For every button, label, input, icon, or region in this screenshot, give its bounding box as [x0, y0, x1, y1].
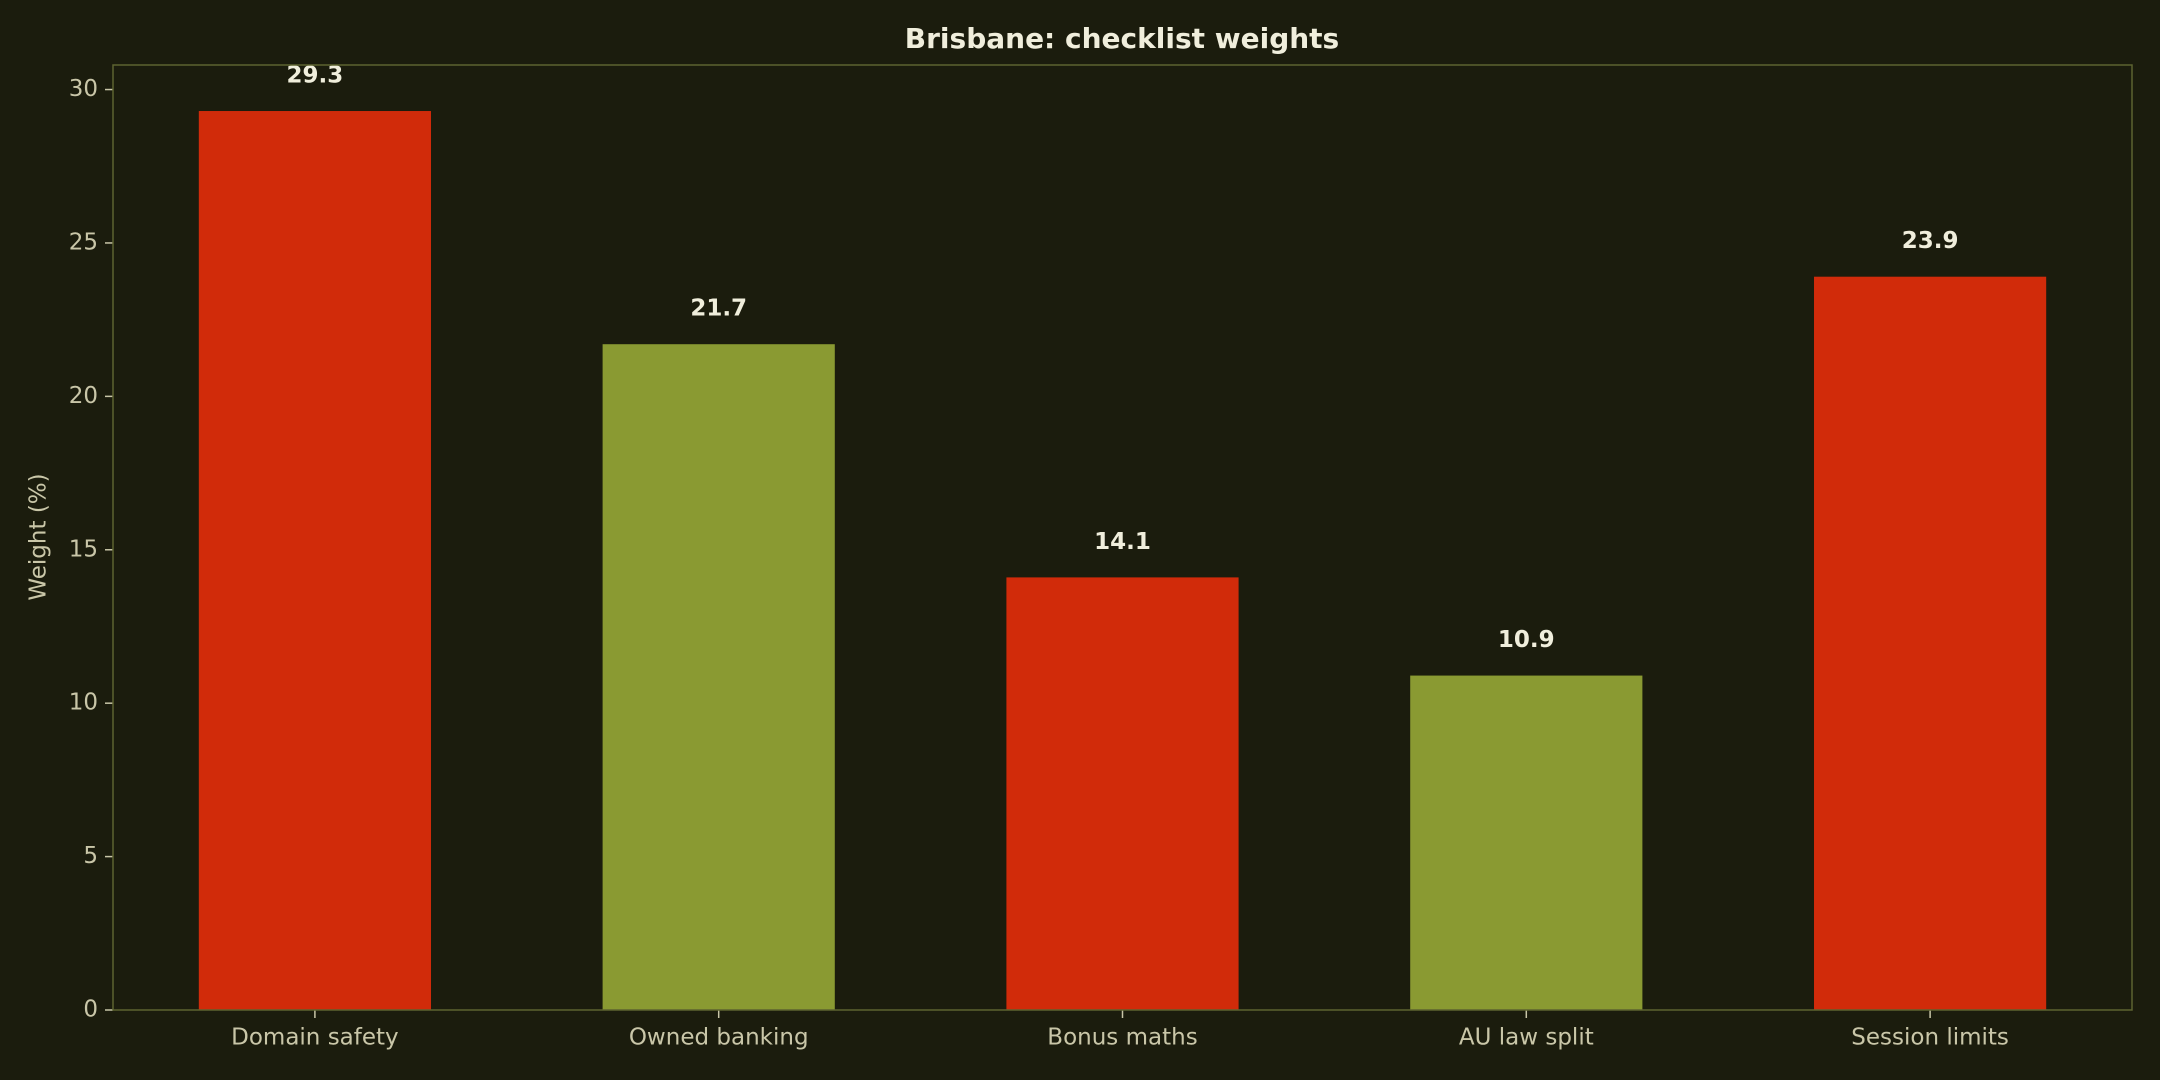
x-tick-label: Domain safety	[231, 1025, 399, 1051]
value-label: 14.1	[1094, 529, 1151, 555]
value-label: 10.9	[1498, 627, 1555, 653]
y-tick-label: 5	[83, 843, 98, 869]
value-label: 29.3	[287, 63, 344, 89]
bar	[602, 344, 835, 1010]
y-tick-label: 15	[69, 536, 98, 562]
value-label: 21.7	[690, 296, 747, 322]
y-tick-label: 25	[69, 229, 98, 255]
x-tick-label: Owned banking	[629, 1025, 809, 1051]
chart-title: Brisbane: checklist weights	[905, 22, 1339, 55]
plot-frame	[112, 64, 2133, 1011]
y-tick-label: 0	[83, 997, 98, 1023]
y-tick-label: 20	[69, 383, 98, 409]
x-tick-label: AU law split	[1459, 1025, 1594, 1051]
x-tick-label: Session limits	[1851, 1025, 2009, 1051]
y-tick-label: 10	[69, 690, 98, 716]
y-axis-label: Weight (%)	[26, 473, 52, 600]
bar	[198, 111, 431, 1011]
bar	[1410, 675, 1643, 1010]
bar	[1814, 276, 2047, 1010]
value-label: 23.9	[1902, 228, 1959, 254]
bar	[1006, 577, 1239, 1010]
x-tick-label: Bonus maths	[1047, 1025, 1197, 1051]
y-tick-label: 30	[69, 76, 98, 102]
